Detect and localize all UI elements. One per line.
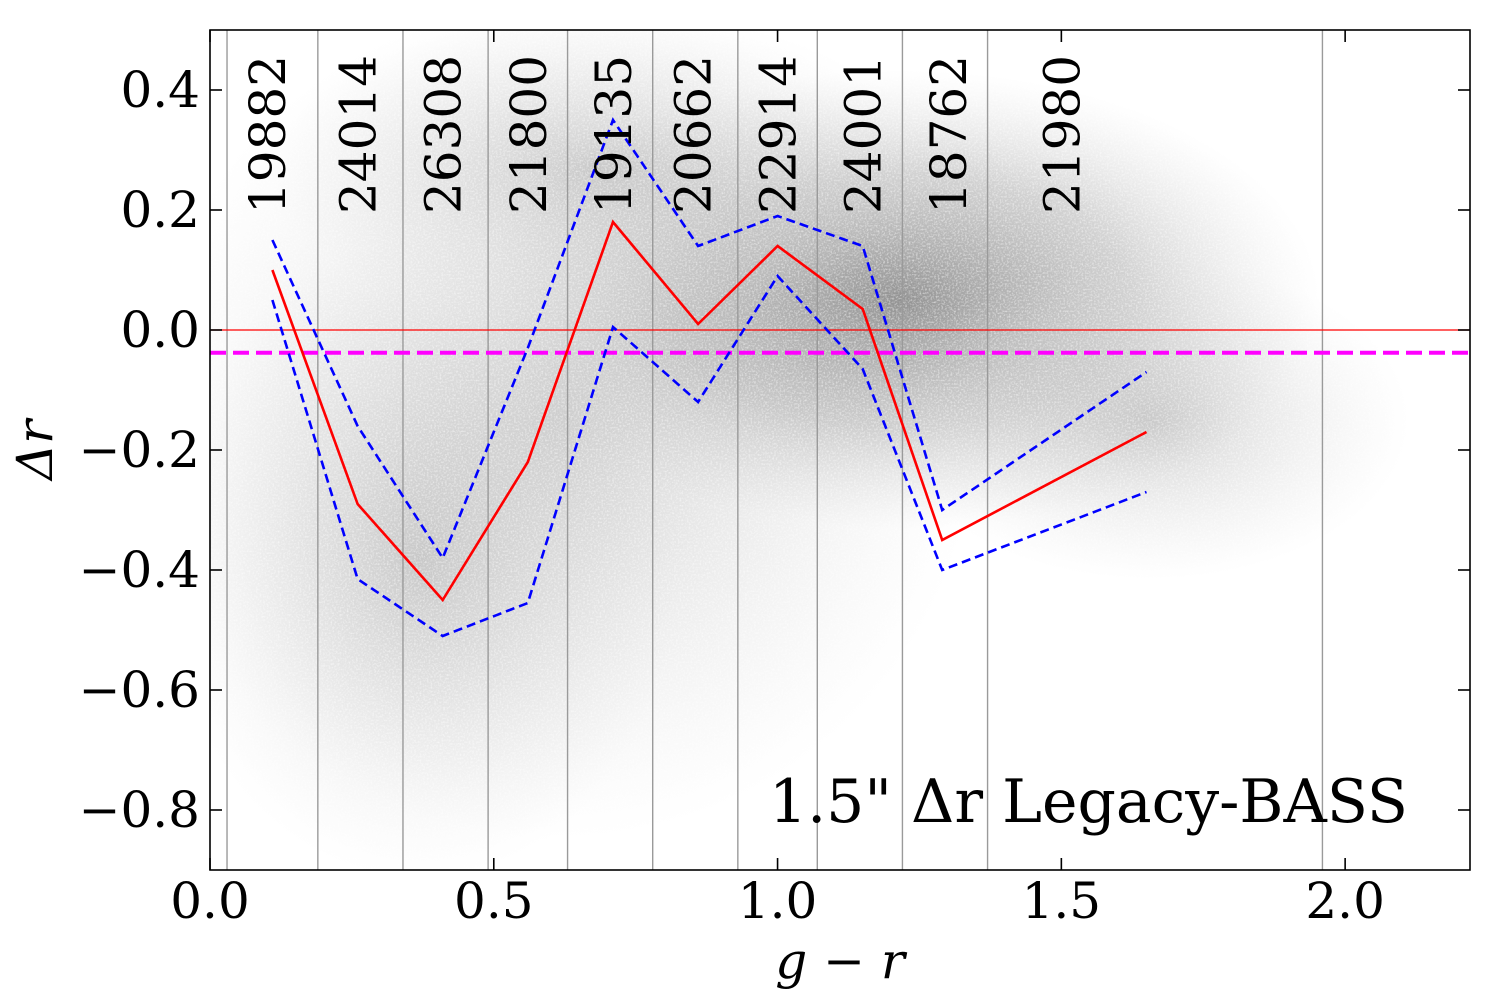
bin-count-label: 21980: [1033, 55, 1091, 214]
y-axis-ticks: 0.4 0.2 0.0 −0.2 −0.4 −0.6 −0.8: [79, 61, 1470, 839]
bin-count-label: 22914: [750, 55, 808, 214]
x-axis-ticks: 0.0 0.5 1.0 1.5 2.0: [170, 30, 1385, 930]
bin-count-label: 19882: [239, 55, 297, 214]
x-tick-label: 0.0: [170, 872, 250, 930]
y-axis-label: Δr: [6, 417, 64, 482]
bin-count-label: 24001: [835, 55, 893, 214]
bin-count-label: 24014: [330, 55, 388, 214]
plot-annotation: 1.5" Δr Legacy-BASS: [769, 767, 1408, 837]
bin-count-label: 21800: [500, 55, 558, 214]
density-background: [210, 30, 1470, 870]
x-tick-label: 2.0: [1305, 872, 1385, 930]
median-line: [271, 219, 1148, 603]
y-tick-label: −0.4: [79, 541, 200, 599]
bin-count-label: 26308: [415, 55, 473, 214]
x-tick-label: 0.5: [454, 872, 534, 930]
y-tick-label: 0.2: [120, 181, 200, 239]
y-tick-label: −0.6: [79, 661, 200, 719]
lower-bound-line: [271, 273, 1147, 638]
series-lines: [271, 117, 1148, 638]
reference-lines: [210, 329, 1470, 355]
bin-separators: [226, 30, 1324, 870]
y-tick-label: 0.0: [120, 301, 200, 359]
y-tick-label: −0.8: [79, 781, 200, 839]
upper-bound-line: [271, 117, 1148, 561]
x-tick-label: 1.0: [738, 872, 818, 930]
y-tick-label: −0.2: [79, 421, 200, 479]
y-tick-label: 0.4: [120, 61, 200, 119]
x-axis-label: g − r: [775, 932, 908, 990]
bin-count-label: 20662: [664, 55, 722, 214]
bin-count-label: 19135: [585, 55, 643, 214]
x-tick-label: 1.5: [1022, 872, 1102, 930]
bin-count-labels: 19882 24014 26308 21800 19135 20662 22914 24001…: [239, 55, 1092, 214]
bin-count-label: 18762: [920, 55, 978, 214]
